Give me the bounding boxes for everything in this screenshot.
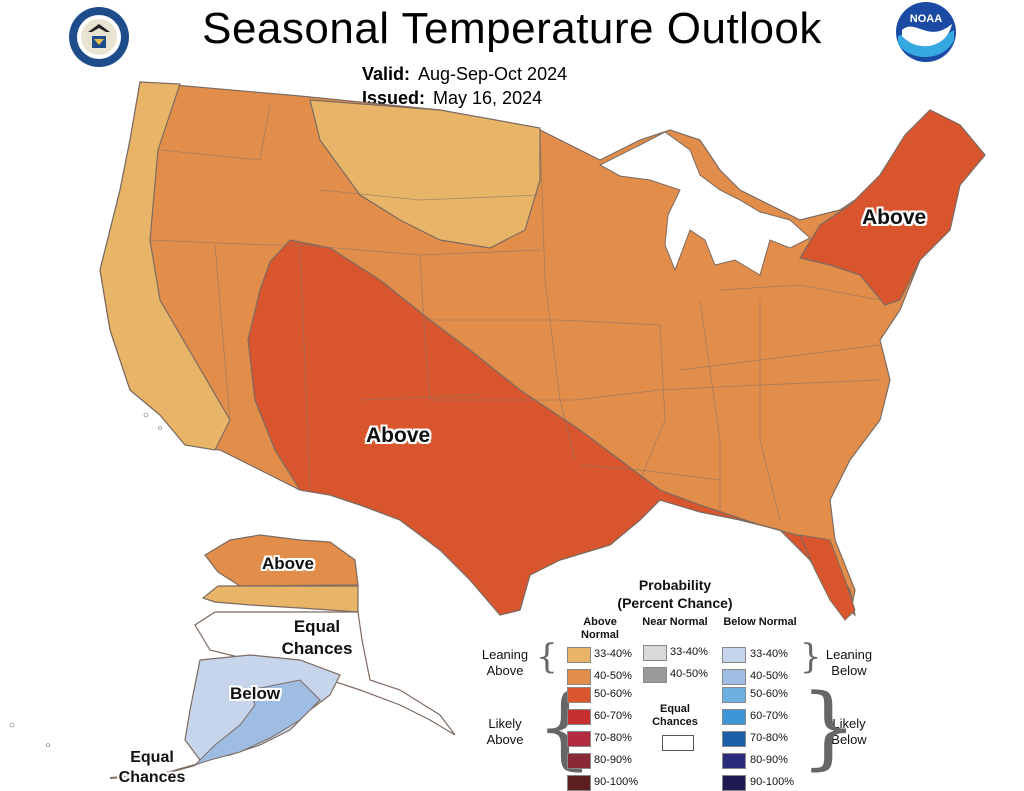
southwest-likely-above-50-60 [247,239,856,617]
legend-title: Probability [638,577,712,593]
legend-below-label: 33-40% [750,648,788,660]
legend-below-label: 70-80% [750,732,788,744]
aleutian-chain [109,764,196,779]
alaska-lean-above-40-50 [204,534,359,587]
valid-line: Valid: Aug-Sep-Oct 2024 [362,64,567,85]
legend-below-label: 80-90% [750,754,788,766]
legend-above-label: 80-90% [594,754,632,766]
valid-value: Aug-Sep-Oct 2024 [418,64,568,84]
legend-above-swatch [567,775,591,791]
legend-below-label: 90-100% [750,776,795,788]
legend-above-swatch [567,709,591,725]
legend-above-swatch [567,669,591,685]
legend-below-label: 40-50% [750,670,788,682]
legend-below-swatch [722,669,746,685]
legend-leaning-below: Leaning Below [825,647,873,678]
legend-likely-below: Likely Below [831,716,867,747]
legend-col-near: Near Normal [642,616,708,628]
label-alaska-below: Below [230,684,281,703]
commerce-seal-icon [68,6,130,68]
legend-likely-above: Likely Above [486,716,524,747]
legend-below-label: 60-70% [750,710,788,722]
brace-leaning-below: } [800,637,822,677]
legend-near-swatch [643,667,667,683]
legend-col-above: Above Normal [581,616,619,641]
legend-above-swatch [567,753,591,769]
northeast-likely-above-50-60 [799,109,986,306]
label-alaska-above: Above [262,554,314,573]
brace-leaning-above: { [536,637,558,677]
noaa-logo-icon: NOAA [894,0,958,64]
legend-below-swatch [722,647,746,663]
alaska-lean-below-40-50 [194,679,321,766]
legend-below-label: 50-60% [750,688,788,700]
legend-col-below: Below Normal [723,616,797,628]
label-northeast-above: Above [862,206,927,229]
legend-below-swatch [722,687,746,703]
legend-above-label: 40-50% [594,670,632,682]
issued-value: May 16, 2024 [433,88,543,108]
legend-equal-chances-swatch [662,735,694,751]
legend-leaning-above: Leaning Above [481,647,529,678]
legend-near-label: 40-50% [670,668,708,680]
brace-likely-below: } [800,675,858,780]
issued-label: Issued: [362,88,426,108]
legend-near-swatch [643,645,667,661]
legend-above-label: 50-60% [594,688,632,700]
noaa-logo-text: NOAA [910,13,942,25]
map-title: Seasonal Temperature Outlook [202,4,822,53]
florida-likely-above-50-60 [799,534,856,621]
label-southwest-above: Above [366,424,431,447]
legend-above-label: 33-40% [594,648,632,660]
north-plains-lean-above-33-40 [309,99,541,249]
west-coast-lean-above-33-40 [99,81,231,451]
great-lakes [598,131,811,276]
legend-below-swatch [722,753,746,769]
legend-above-swatch [567,731,591,747]
legend-above-label: 60-70% [594,710,632,722]
legend-below-swatch [722,709,746,725]
alaska-lean-above-33-40 [201,585,359,613]
legend-near-label: 33-40% [670,646,708,658]
valid-label: Valid: [362,64,411,84]
legend-above-label: 70-80% [594,732,632,744]
legend-subtitle: (Percent Chance) [617,595,733,611]
legend-below-swatch [722,731,746,747]
legend-equal-chances: Equal Chances [652,703,698,728]
issued-line: Issued: May 16, 2024 [362,88,542,109]
legend-below-swatch [722,775,746,791]
legend-above-swatch [567,647,591,663]
label-alaska-equal: Equal Chances [281,617,353,658]
legend-above-swatch [567,687,591,703]
probability-legend: Probability (Percent Chance) Above Norma… [470,575,890,791]
legend-above-label: 90-100% [594,776,639,788]
label-alaska-equal-sw: Equal Chances [118,749,186,786]
